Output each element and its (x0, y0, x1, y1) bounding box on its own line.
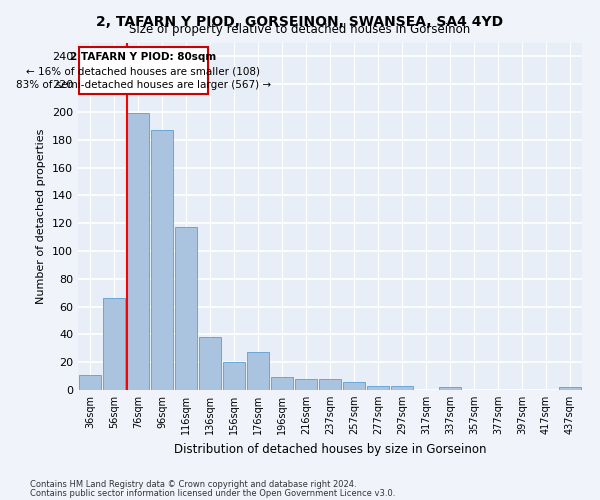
Text: Contains public sector information licensed under the Open Government Licence v3: Contains public sector information licen… (30, 488, 395, 498)
Bar (199, 337, 221, 390)
Bar (295, 379, 317, 390)
Y-axis label: Number of detached properties: Number of detached properties (37, 128, 46, 304)
Text: Size of property relative to detached houses in Gorseinon: Size of property relative to detached ho… (130, 22, 470, 36)
Bar (367, 386, 389, 390)
Text: 2 TAFARN Y PIOD: 80sqm: 2 TAFARN Y PIOD: 80sqm (70, 52, 217, 62)
Text: Contains HM Land Registry data © Crown copyright and database right 2024.: Contains HM Land Registry data © Crown c… (30, 480, 356, 489)
Bar (151, 130, 173, 390)
Bar (559, 387, 581, 390)
Bar (103, 298, 125, 390)
Bar (223, 362, 245, 390)
Bar (439, 387, 461, 390)
Text: 83% of semi-detached houses are larger (567) →: 83% of semi-detached houses are larger (… (16, 80, 271, 90)
Bar (175, 228, 197, 390)
X-axis label: Distribution of detached houses by size in Gorseinon: Distribution of detached houses by size … (174, 442, 486, 456)
Bar (247, 352, 269, 390)
Text: 2, TAFARN Y PIOD, GORSEINON, SWANSEA, SA4 4YD: 2, TAFARN Y PIOD, GORSEINON, SWANSEA, SA… (97, 15, 503, 29)
Bar (271, 378, 293, 390)
Bar (79, 374, 101, 390)
Bar (127, 114, 149, 390)
Bar (79, 46, 208, 94)
Bar (343, 382, 365, 390)
Text: ← 16% of detached houses are smaller (108): ← 16% of detached houses are smaller (10… (26, 66, 260, 76)
Bar (391, 386, 413, 390)
Bar (319, 379, 341, 390)
